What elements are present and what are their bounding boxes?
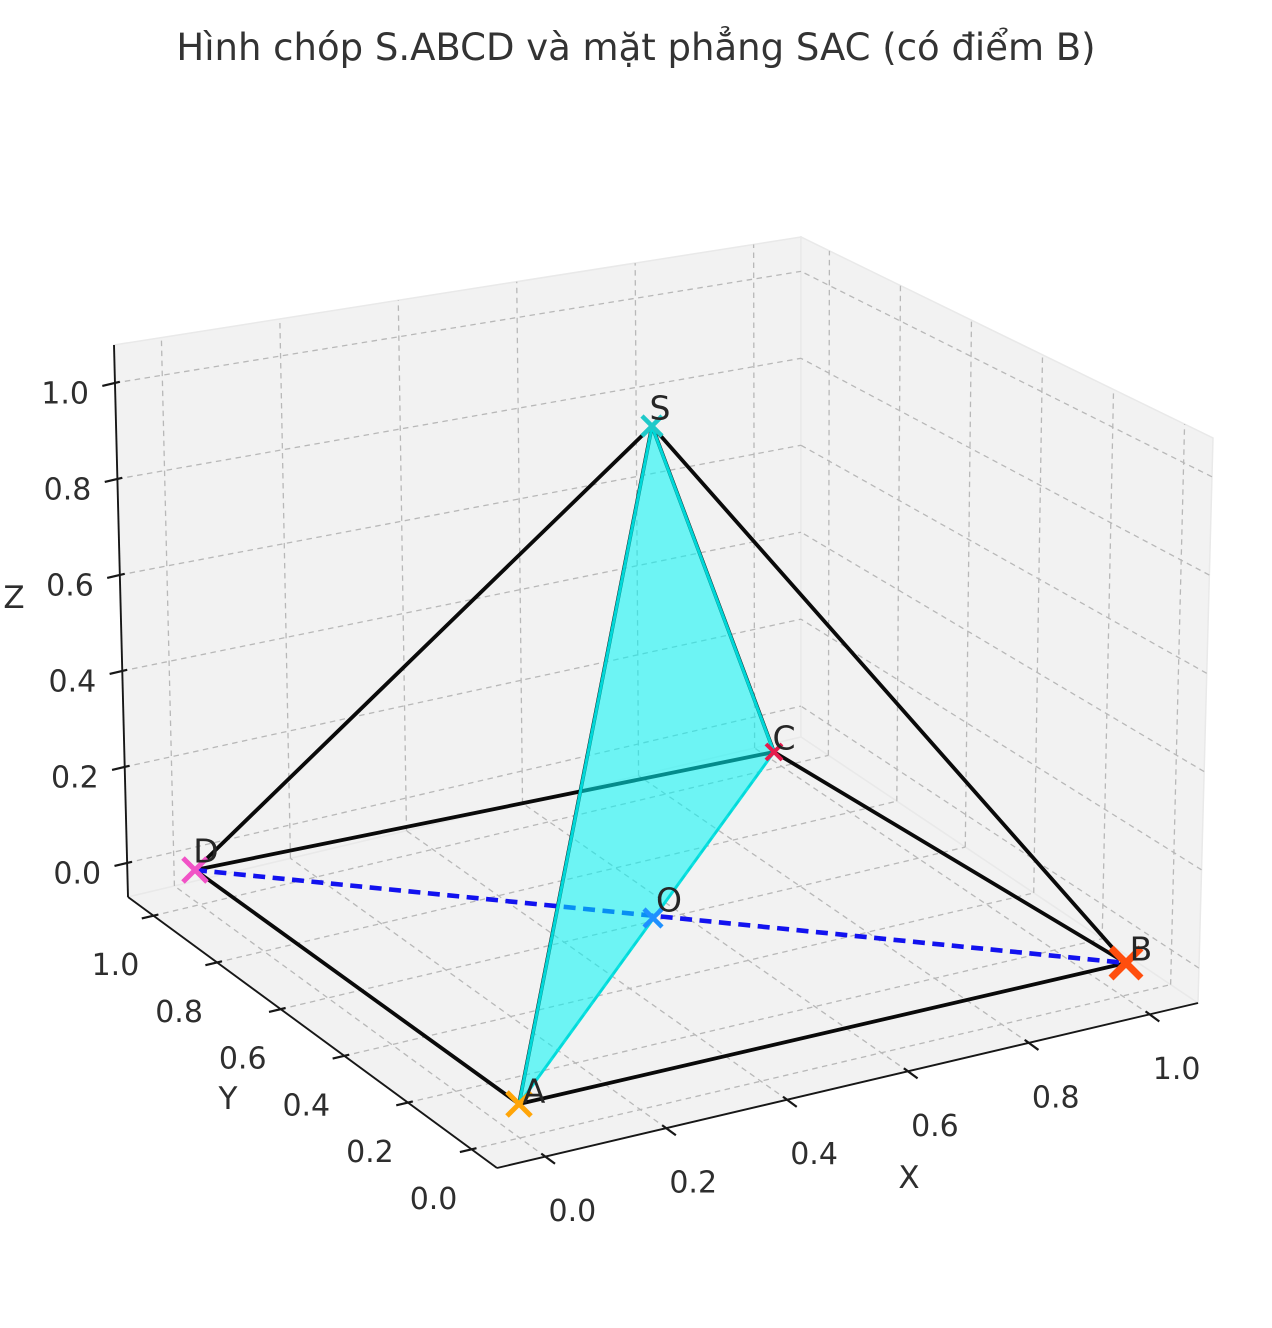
- y-tick-label: 0.4: [282, 1088, 330, 1123]
- grid-line-wall-y: [1169, 424, 1186, 985]
- z-tick-label: 0.2: [51, 760, 99, 795]
- grid-lines: [114, 244, 1213, 1158]
- plane-sac-fill: [519, 426, 774, 1104]
- vertex-label-A: A: [523, 1072, 546, 1111]
- y-axis-title: Y: [218, 1081, 238, 1117]
- grid-line-wall-x: [160, 337, 176, 886]
- grid-line-wall-x: [397, 300, 408, 831]
- grid-line-wall-x: [516, 281, 524, 804]
- x-tick-mark: [1144, 1010, 1160, 1023]
- grid-line-wall-y: [827, 250, 831, 756]
- x-tick-label: 0.6: [911, 1109, 959, 1144]
- grid-line-wall-z-right: [800, 531, 1205, 773]
- grid-line-wall-y: [1101, 389, 1115, 939]
- vertex-markers: [181, 414, 1144, 1118]
- z-tick-label: 1.0: [41, 376, 89, 411]
- z-tick-label: 0.8: [44, 472, 92, 507]
- z-tick-mark: [102, 380, 121, 387]
- chart-title: Hình chóp S.ABCD và mặt phẳng SAC (có đi…: [176, 26, 1095, 69]
- grid-line-wall-z-left: [122, 531, 802, 672]
- grid-line-wall-z-right: [800, 270, 1213, 478]
- y-tick-mark: [141, 913, 159, 920]
- y-tick-label: 0.8: [155, 995, 203, 1030]
- x-tick-mark: [661, 1124, 677, 1137]
- y-axis-spine: [127, 896, 498, 1169]
- z-axis-title: Z: [3, 580, 24, 616]
- tick-labels: 0.0 0.2 0.4 0.6 0.8 1.0 0.0 0.2 0.4 0.6 0.8 1.0 0.0 0…: [41, 376, 1200, 1229]
- grid-line-wall-z-left: [124, 618, 802, 768]
- edge-SB: [650, 424, 1128, 965]
- grid-line-wall-y: [964, 320, 973, 848]
- z-tick-mark: [114, 860, 133, 867]
- y-tick-label: 0.6: [219, 1042, 267, 1077]
- z-tick-mark: [106, 572, 125, 579]
- edge-AB: [517, 961, 1128, 1106]
- marker-O-stroke2: [642, 907, 664, 929]
- x-tick-label: 0.2: [669, 1166, 717, 1201]
- x-tick-mark: [1024, 1038, 1040, 1051]
- x-tick-mark: [782, 1095, 798, 1108]
- z-tick-label: 0.0: [53, 856, 101, 891]
- vertex-labels: S A B C D O: [193, 389, 1152, 1111]
- grid-line-floor-y: [344, 892, 1034, 1057]
- marker-S-stroke2: [640, 414, 664, 438]
- grid-line-wall-z-right: [800, 357, 1210, 576]
- grid-line-wall-x: [752, 244, 756, 749]
- vertex-label-O: O: [656, 881, 682, 920]
- marker-B-stroke2: [1108, 945, 1144, 981]
- z-tick-label: 0.6: [46, 568, 94, 603]
- marker-A-stroke2: [505, 1090, 533, 1118]
- x-axis-spine: [496, 1002, 1199, 1169]
- x-tick-mark: [540, 1152, 556, 1165]
- y-tick-label: 0.2: [346, 1135, 394, 1170]
- grid-line-floor-y: [216, 800, 897, 964]
- grid-line-floor-x: [290, 857, 667, 1129]
- marker-C-stroke2: [764, 742, 784, 762]
- y-tick-mark: [268, 1006, 286, 1013]
- z-tick-mark: [109, 668, 128, 675]
- y-tick-label: 0.0: [410, 1182, 458, 1217]
- x-tick-label: 1.0: [1153, 1052, 1201, 1087]
- edge-BC: [772, 750, 1128, 965]
- z-tick-mark: [104, 476, 123, 483]
- y-tick-mark: [395, 1100, 414, 1107]
- vertex-label-S: S: [650, 389, 671, 428]
- edge-SD: [193, 424, 654, 872]
- grid-line-wall-z-left: [126, 705, 802, 864]
- z-axis-spine: [113, 344, 129, 898]
- plane-sac: [517, 424, 776, 1106]
- x-tick-label: 0.0: [548, 1194, 596, 1229]
- grid-line-floor-y: [407, 938, 1103, 1104]
- vertex-label-D: D: [193, 832, 218, 871]
- grid-line-floor-x: [174, 885, 546, 1158]
- axis-spines-and-ticks: [102, 344, 1199, 1169]
- x-axis-title: X: [898, 1160, 919, 1196]
- grid-line-wall-z-right: [800, 618, 1202, 871]
- vertex-label-B: B: [1130, 930, 1153, 969]
- vertex-label-C: C: [772, 719, 795, 758]
- z-tick-mark: [111, 764, 130, 771]
- y-tick-mark: [332, 1053, 350, 1060]
- edge-DA: [193, 868, 521, 1106]
- y-tick-mark: [205, 960, 223, 967]
- z-tick-label: 0.4: [49, 664, 97, 699]
- grid-line-wall-z-right: [800, 444, 1208, 674]
- plane-sac-edge: [517, 424, 776, 1106]
- marker-D-stroke2: [181, 856, 209, 884]
- x-tick-label: 0.4: [790, 1137, 838, 1172]
- x-tick-label: 0.8: [1032, 1080, 1080, 1115]
- y-tick-label: 1.0: [92, 948, 140, 983]
- x-tick-mark: [903, 1067, 919, 1080]
- y-tick-mark: [459, 1147, 477, 1154]
